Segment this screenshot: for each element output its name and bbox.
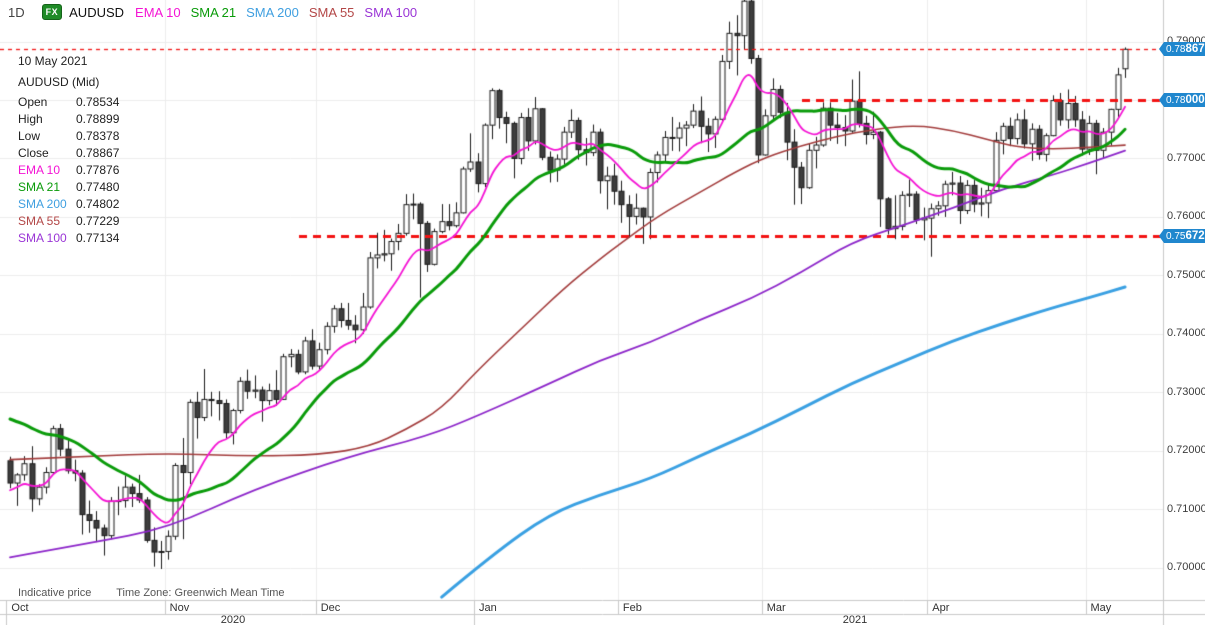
y-axis-label: 0.73000 (1167, 385, 1205, 398)
x-axis-month-label: Apr (932, 602, 950, 614)
x-axis-month-label: Feb (622, 602, 642, 614)
timeframe-selector[interactable]: 1D (8, 4, 25, 20)
indicative-price-note: Indicative price (18, 587, 92, 599)
legend-sma21[interactable]: SMA 21 (190, 4, 237, 20)
price-marker-badge[interactable]: 0.75 672 (1159, 229, 1205, 244)
info-row-sma55: SMA 55 0.77229 (18, 214, 120, 228)
x-axis-year-label: 2020 (220, 614, 246, 625)
x-axis-month-label: Jan (479, 602, 497, 614)
info-row-low: Low 0.78378 (18, 129, 120, 143)
timezone-note: Time Zone: Greenwich Mean Time (116, 587, 285, 599)
y-axis-label: 0.71000 (1167, 502, 1205, 515)
x-axis-month-label: May (1090, 602, 1112, 614)
y-axis-label: 0.76000 (1167, 210, 1205, 223)
info-row-open: Open 0.78534 (18, 95, 120, 109)
y-axis-label: 0.74000 (1167, 327, 1205, 340)
x-axis-month-label: Oct (11, 602, 29, 614)
price-marker-prefix: 0.75 (1166, 230, 1186, 242)
market-type-badge: FX (41, 4, 63, 20)
legend-sma100[interactable]: SMA 100 (364, 4, 418, 20)
legend-sma200[interactable]: SMA 200 (246, 4, 299, 20)
y-axis-label: 0.70000 (1167, 561, 1205, 574)
info-row-high: High 0.78899 (18, 112, 120, 126)
y-axis-label: 0.77000 (1167, 151, 1205, 164)
info-row-close: Close 0.78867 (18, 146, 120, 160)
info-row-sma200: SMA 200 0.74802 (18, 197, 120, 211)
y-axis-label: 0.75000 (1167, 268, 1205, 281)
chart-footnote: Indicative price Time Zone: Greenwich Me… (18, 587, 307, 599)
x-axis-month-label: Mar (766, 602, 786, 614)
x-axis-month-label: Dec (320, 602, 341, 614)
chart-header: 1D FX AUDUSD EMA 10 SMA 21 SMA 200 SMA 5… (8, 4, 427, 20)
x-axis-month-label: Nov (169, 602, 190, 614)
info-row-ema10: EMA 10 0.77876 (18, 163, 120, 177)
symbol-label: AUDUSD (69, 4, 125, 20)
legend-ema10[interactable]: EMA 10 (135, 4, 181, 20)
y-axis-label: 0.72000 (1167, 444, 1205, 457)
info-title: AUDUSD (Mid) (18, 75, 100, 89)
price-marker-suffix: 000 (1185, 94, 1205, 106)
price-marker-suffix: 672 (1185, 230, 1205, 243)
price-marker-prefix: 0.78 (1166, 94, 1186, 106)
price-marker-prefix: 0.78 (1166, 43, 1186, 55)
info-row-sma100: SMA 100 0.77134 (18, 231, 120, 245)
price-marker-suffix: 867 (1185, 43, 1205, 56)
price-marker-badge[interactable]: 0.78 867 (1159, 42, 1205, 57)
ohlc-info-panel: 10 May 2021 AUDUSD (Mid) Open 0.78534 Hig… (18, 53, 119, 247)
info-row-sma21: SMA 21 0.77480 (18, 180, 120, 194)
price-marker-badge[interactable]: 0.78 000 (1159, 93, 1205, 107)
info-date: 10 May 2021 (18, 54, 88, 68)
legend-sma55[interactable]: SMA 55 (308, 4, 355, 20)
x-axis-year-label: 2021 (842, 614, 868, 625)
